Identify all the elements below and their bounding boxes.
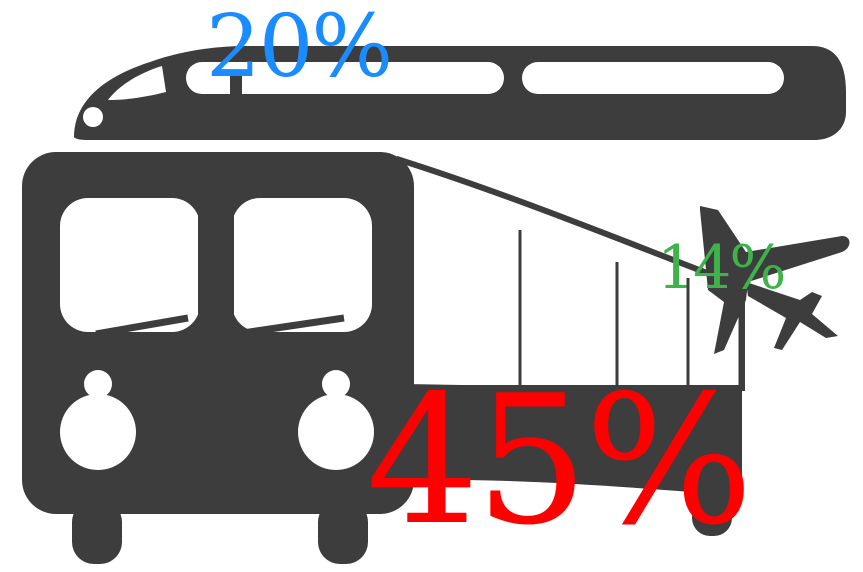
bus-icon xyxy=(22,152,745,564)
high-speed-train-icon xyxy=(74,46,846,140)
airplane-icon xyxy=(700,206,850,354)
bus-share-label: 45% xyxy=(366,357,754,564)
train-share-label: 20% xyxy=(206,0,393,97)
plane-share-label: 14% xyxy=(657,233,786,303)
